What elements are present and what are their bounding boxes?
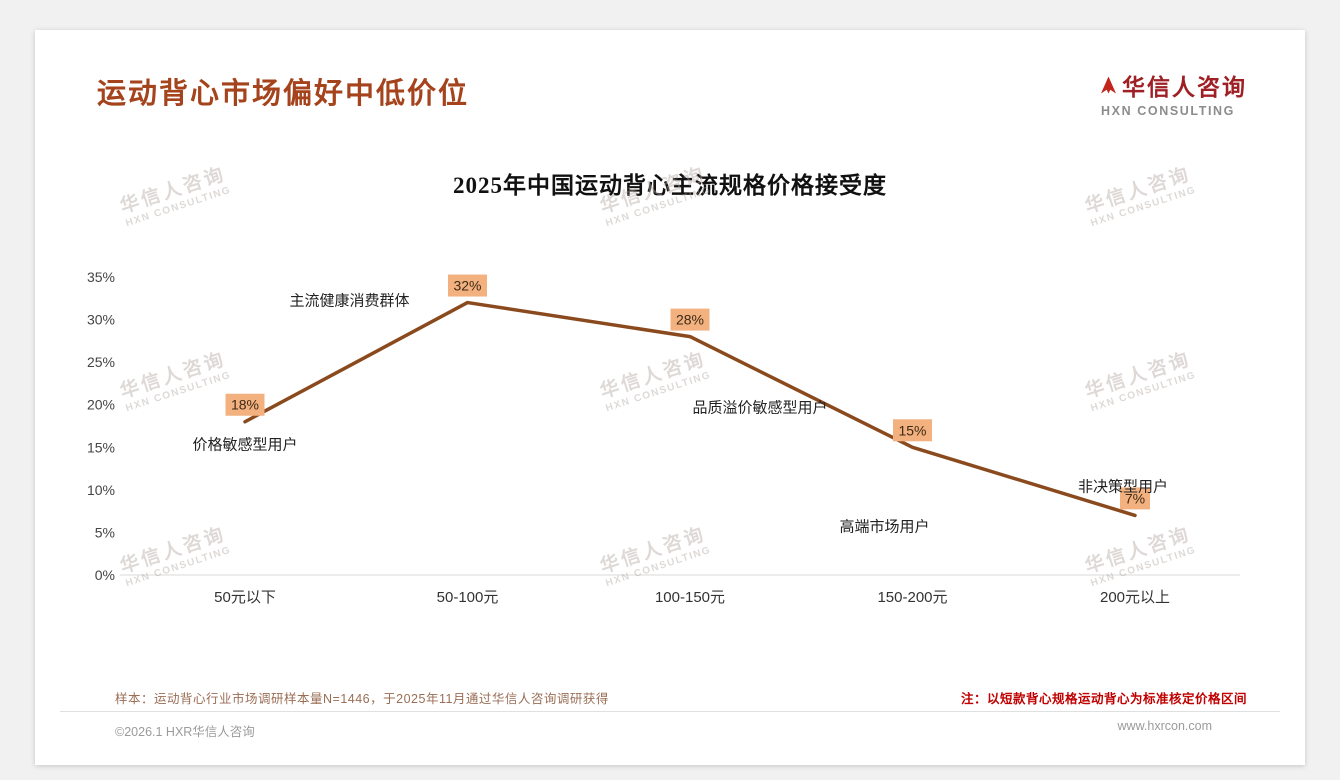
y-tick-label: 10% [87,482,115,498]
annotation-label: 价格敏感型用户 [192,437,297,454]
copyright: ©2026.1 HXR华信人咨询 [115,725,255,739]
y-tick-label: 15% [87,439,115,455]
y-tick-label: 25% [87,354,115,370]
y-tick-label: 5% [95,524,115,540]
value-label-bg [225,393,265,416]
website-link: www.hxrcon.com [1117,719,1212,733]
data-line [243,300,1137,518]
annotation-label: 高端市场用户 [839,518,929,535]
x-category-label: 50元以下 [214,589,276,606]
value-label: 15% [898,422,926,438]
y-tick-label: 0% [95,567,115,583]
value-label-bg [1120,487,1150,510]
value-label: 32% [453,278,481,294]
annotation-label: 品质溢价敏感型用户 [692,400,827,417]
slide-card: 运动背心市场偏好中低价位 华信人咨询 HXN CONSULTING 2025年中… [35,30,1305,765]
annotation-label: 非决策型用户 [1078,478,1168,495]
y-tick-label: 35% [87,269,115,285]
value-label: 28% [676,312,704,328]
footer-divider [60,711,1280,712]
chart: 0% 5% 10% 15% 20% 25% 30% 35% 50元以下 50-100元 100-15… [45,230,1295,660]
x-category-label: 150-200元 [877,589,947,606]
x-category-label: 50-100元 [437,589,499,606]
sample-note: 样本：运动背心行业市场调研样本量N=1446，于2025年11月通过华信人咨询调… [115,692,609,706]
y-tick-label: 20% [87,397,115,413]
brand-logo: 华信人咨询 HXN CONSULTING [1101,68,1247,118]
value-label: 7% [1125,490,1145,506]
chart-title: 2025年中国运动背心主流规格价格接受度 [453,173,887,198]
x-category-label: 200元以上 [1100,589,1170,606]
brand-flame-icon [1101,76,1116,94]
line-chart: 0% 5% 10% 15% 20% 25% 30% 35% 50元以下 50-100元 100-15… [87,269,1240,606]
brand-name: 华信人咨询 [1122,74,1247,100]
annotation-label: 主流健康消费群体 [289,293,409,310]
brand-subtitle: HXN CONSULTING [1101,104,1235,118]
value-label-bg [448,274,487,297]
value-label-bg [893,419,932,442]
value-label-bg [670,308,710,331]
value-label: 18% [231,397,259,413]
pricing-note: 注：以短款背心规格运动背心为标准核定价格区间 [960,692,1247,706]
page-title: 运动背心市场偏好中低价位 [97,78,470,110]
x-category-label: 100-150元 [655,589,725,606]
y-tick-label: 30% [87,312,115,328]
